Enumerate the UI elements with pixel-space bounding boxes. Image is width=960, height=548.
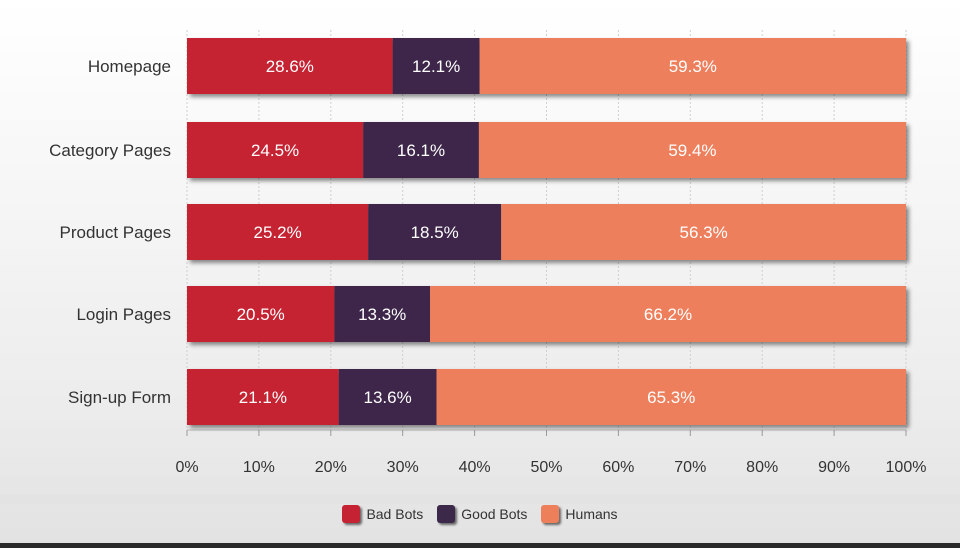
data-label: 18.5%: [411, 223, 459, 242]
bar-row: [187, 38, 906, 94]
data-label: 21.1%: [239, 388, 287, 407]
data-label: 28.6%: [266, 57, 314, 76]
x-tick-label: 20%: [315, 459, 347, 476]
data-label: 65.3%: [647, 388, 695, 407]
data-label: 12.1%: [412, 57, 460, 76]
legend-label: Good Bots: [461, 506, 528, 522]
x-tick-label: 10%: [243, 459, 275, 476]
bar-segment: [187, 369, 339, 425]
data-label: 66.2%: [644, 305, 692, 324]
legend-item: Humans: [541, 505, 618, 523]
bar-segment: [187, 286, 335, 342]
bottom-border: [0, 543, 960, 548]
x-tick-label: 80%: [746, 459, 778, 476]
data-label: 13.6%: [363, 388, 411, 407]
category-label: Login Pages: [76, 305, 171, 324]
bar-segment: [338, 369, 437, 425]
data-label: 20.5%: [237, 305, 285, 324]
data-label: 24.5%: [251, 141, 299, 160]
legend-item: Good Bots: [437, 505, 527, 523]
bar-row: [187, 369, 906, 425]
legend-swatch: [541, 505, 560, 523]
data-label: 56.3%: [679, 223, 727, 242]
bar-row: [187, 122, 906, 178]
x-tick-label: 50%: [530, 459, 562, 476]
category-label: Homepage: [88, 57, 171, 76]
bar-segment: [187, 122, 364, 178]
bar-segment: [478, 122, 906, 178]
bar-segment: [436, 369, 906, 425]
bar-segment: [501, 204, 906, 260]
bar-row: [187, 204, 906, 260]
bar-segment: [430, 286, 906, 342]
x-tick-label: 90%: [818, 459, 850, 476]
x-tick-label: 100%: [886, 459, 927, 476]
background-band: [0, 478, 960, 488]
data-label: 59.4%: [668, 141, 716, 160]
x-tick-label: 0%: [175, 459, 198, 476]
bar-row: [187, 286, 906, 342]
data-label: 25.2%: [253, 223, 301, 242]
bar-segment: [368, 204, 502, 260]
legend: Bad Bots Good Bots Humans: [0, 502, 960, 526]
bar-segment: [187, 38, 393, 94]
category-label: Product Pages: [59, 223, 171, 242]
bar-segment: [392, 38, 480, 94]
legend-item: Bad Bots: [342, 505, 423, 523]
data-label: 59.3%: [669, 57, 717, 76]
legend-label: Bad Bots: [366, 506, 424, 522]
x-tick-label: 60%: [602, 459, 634, 476]
bar-segment: [334, 286, 431, 342]
legend-swatch: [342, 505, 361, 523]
category-label: Category Pages: [49, 141, 171, 160]
category-label: Sign-up Form: [68, 388, 171, 407]
background-band: [0, 494, 960, 504]
bar-segment: [363, 122, 479, 178]
bar-segment: [187, 204, 369, 260]
legend-swatch: [437, 505, 456, 523]
data-label: 13.3%: [358, 305, 406, 324]
x-tick-label: 30%: [387, 459, 419, 476]
bar-segment: [479, 38, 906, 94]
x-tick-label: 40%: [459, 459, 491, 476]
legend-label: Humans: [565, 506, 618, 522]
x-tick-label: 70%: [674, 459, 706, 476]
data-label: 16.1%: [397, 141, 445, 160]
